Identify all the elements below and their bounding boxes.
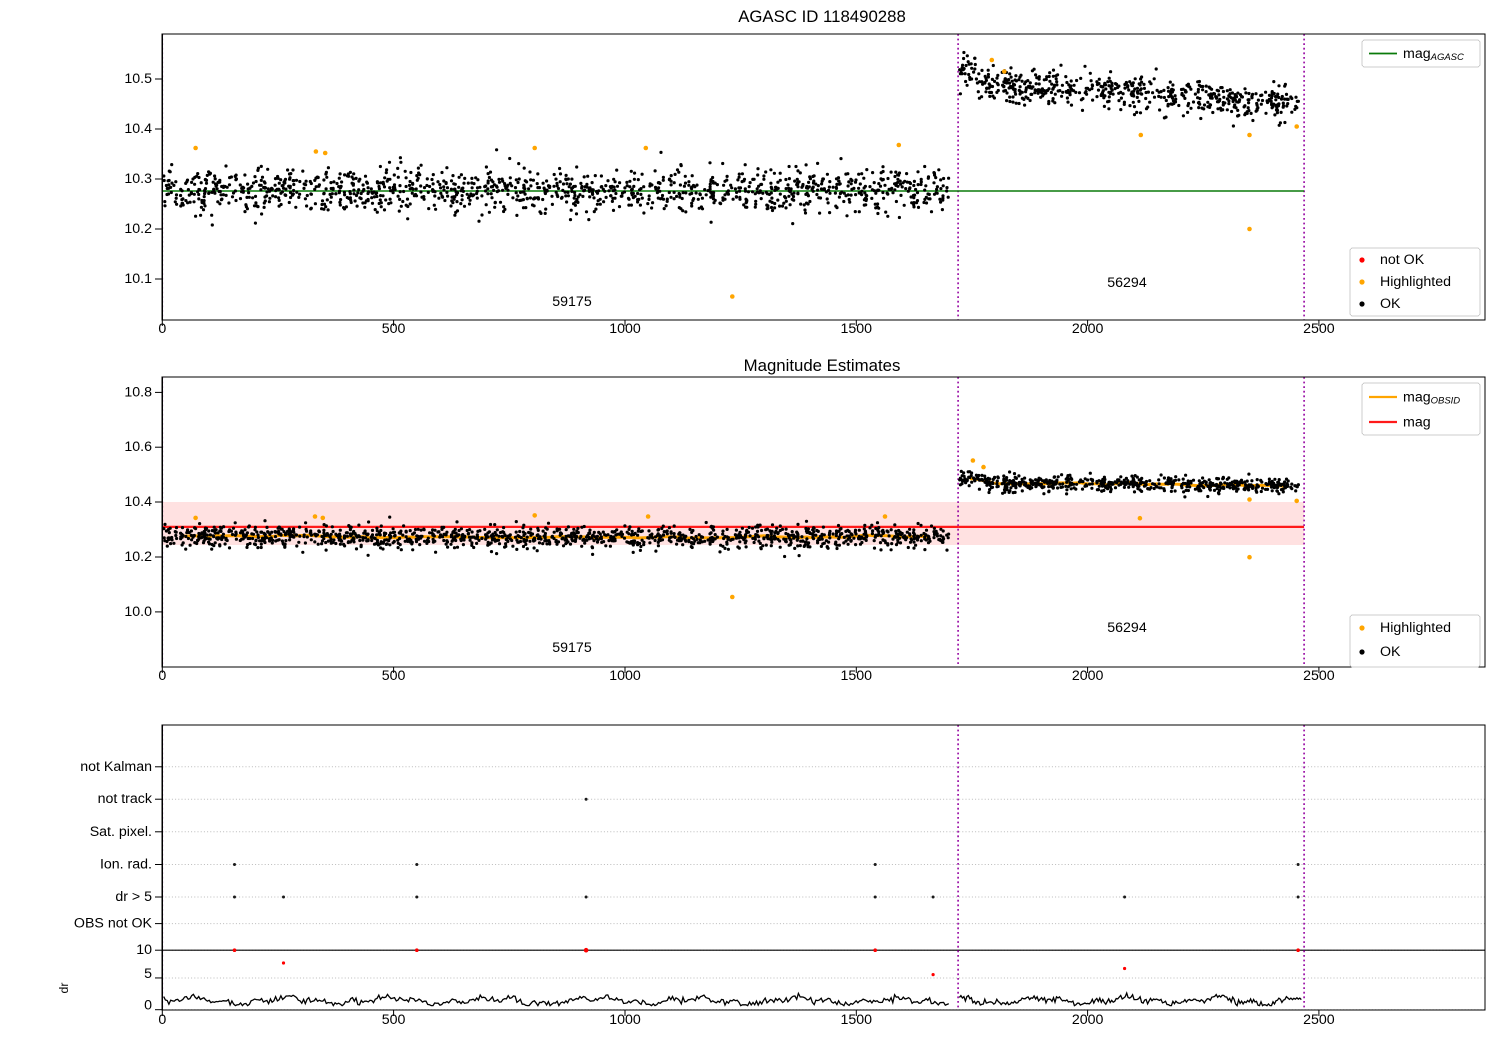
svg-text:10.4: 10.4 xyxy=(124,494,152,510)
svg-text:10.1: 10.1 xyxy=(124,271,152,287)
svg-text:Ion. rad.: Ion. rad. xyxy=(100,857,152,873)
svg-text:Magnitude Estimates: Magnitude Estimates xyxy=(744,356,901,375)
svg-text:OK: OK xyxy=(1380,644,1401,660)
svg-text:10.2: 10.2 xyxy=(124,221,152,237)
svg-text:10.8: 10.8 xyxy=(124,384,152,400)
svg-text:0: 0 xyxy=(144,998,152,1014)
svg-text:10.3: 10.3 xyxy=(124,171,152,187)
svg-text:56294: 56294 xyxy=(1107,275,1147,291)
svg-text:59175: 59175 xyxy=(552,294,592,310)
svg-text:5: 5 xyxy=(144,966,152,982)
svg-text:mag: mag xyxy=(1403,415,1431,431)
svg-text:AGASC ID 118490288: AGASC ID 118490288 xyxy=(738,7,906,26)
svg-text:OK: OK xyxy=(1380,296,1401,312)
svg-text:dr: dr xyxy=(57,983,71,994)
svg-text:not Kalman: not Kalman xyxy=(80,759,152,775)
svg-text:56294: 56294 xyxy=(1107,620,1147,636)
svg-text:Highlighted: Highlighted xyxy=(1380,620,1451,636)
svg-text:not OK: not OK xyxy=(1380,252,1425,268)
svg-text:dr > 5: dr > 5 xyxy=(115,889,152,905)
svg-text:OBS not OK: OBS not OK xyxy=(74,916,153,932)
svg-text:10.0: 10.0 xyxy=(124,604,152,620)
svg-text:Sat. pixel.: Sat. pixel. xyxy=(90,824,152,840)
svg-text:10: 10 xyxy=(136,942,152,958)
svg-text:10.5: 10.5 xyxy=(124,71,152,87)
svg-text:10.4: 10.4 xyxy=(124,121,152,137)
svg-text:10.6: 10.6 xyxy=(124,439,152,455)
svg-text:59175: 59175 xyxy=(552,640,592,656)
svg-text:Highlighted: Highlighted xyxy=(1380,274,1451,290)
svg-text:not track: not track xyxy=(98,791,153,807)
svg-text:10.2: 10.2 xyxy=(124,549,152,565)
